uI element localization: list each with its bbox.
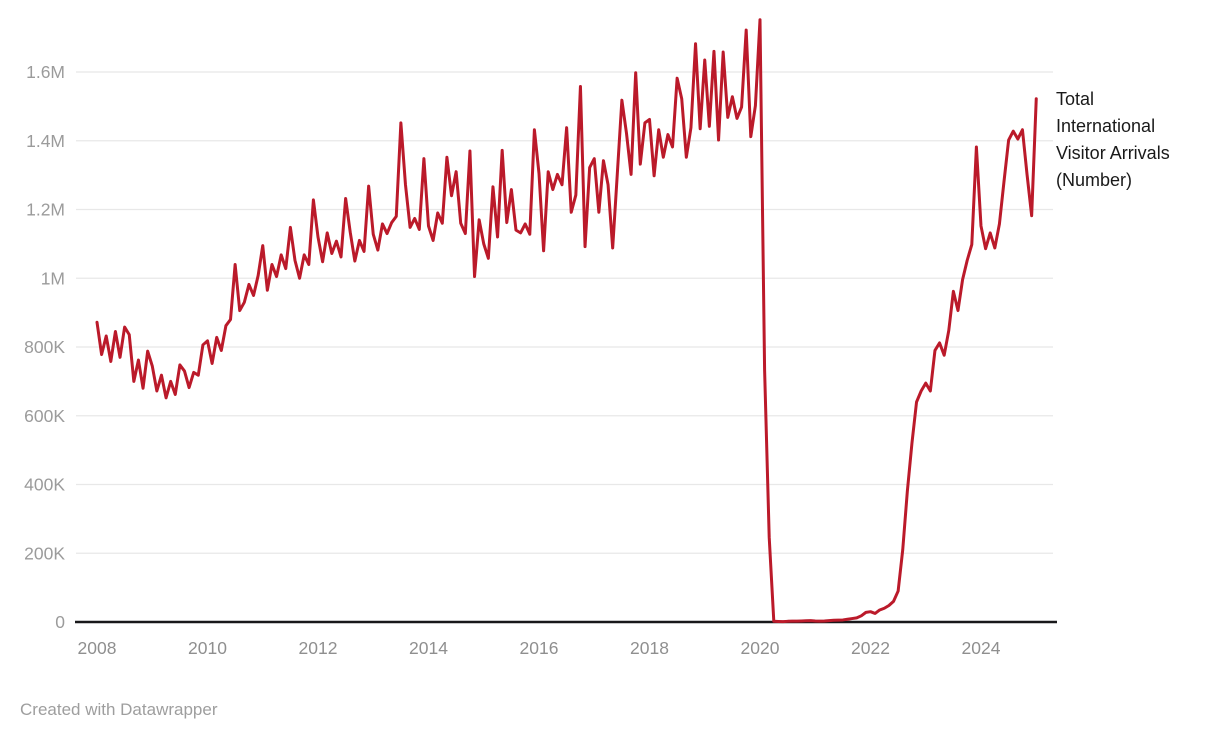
x-tick-label: 2012 [299, 638, 338, 658]
series-label: Total International Visitor Arrivals (Nu… [1056, 89, 1170, 190]
y-tick-label: 800K [24, 337, 65, 357]
x-tick-label: 2022 [851, 638, 890, 658]
y-tick-label: 400K [24, 475, 65, 495]
datawrapper-credit-link[interactable]: Created with Datawrapper [20, 700, 218, 719]
x-tick-label: 2018 [630, 638, 669, 658]
y-tick-label: 1.4M [26, 131, 65, 151]
visitor-arrivals-line[interactable] [95, 18, 1038, 624]
y-tick-label: 600K [24, 406, 65, 426]
x-tick-label: 2014 [409, 638, 448, 658]
x-tick-label: 2020 [741, 638, 780, 658]
y-tick-label: 1M [41, 268, 65, 288]
y-tick-label: 1.6M [26, 62, 65, 82]
y-tick-label: 0 [55, 612, 65, 632]
y-tick-label: 1.2M [26, 200, 65, 220]
x-tick-label: 2016 [520, 638, 559, 658]
x-tick-label: 2008 [78, 638, 117, 658]
y-tick-label: 200K [24, 543, 65, 563]
x-tick-label: 2010 [188, 638, 227, 658]
x-tick-label: 2024 [962, 638, 1001, 658]
line-chart: 0 200K 400K 600K 800K 1M 1.2M 1.4M 1.6M 2008 2010 2… [24, 18, 1057, 658]
